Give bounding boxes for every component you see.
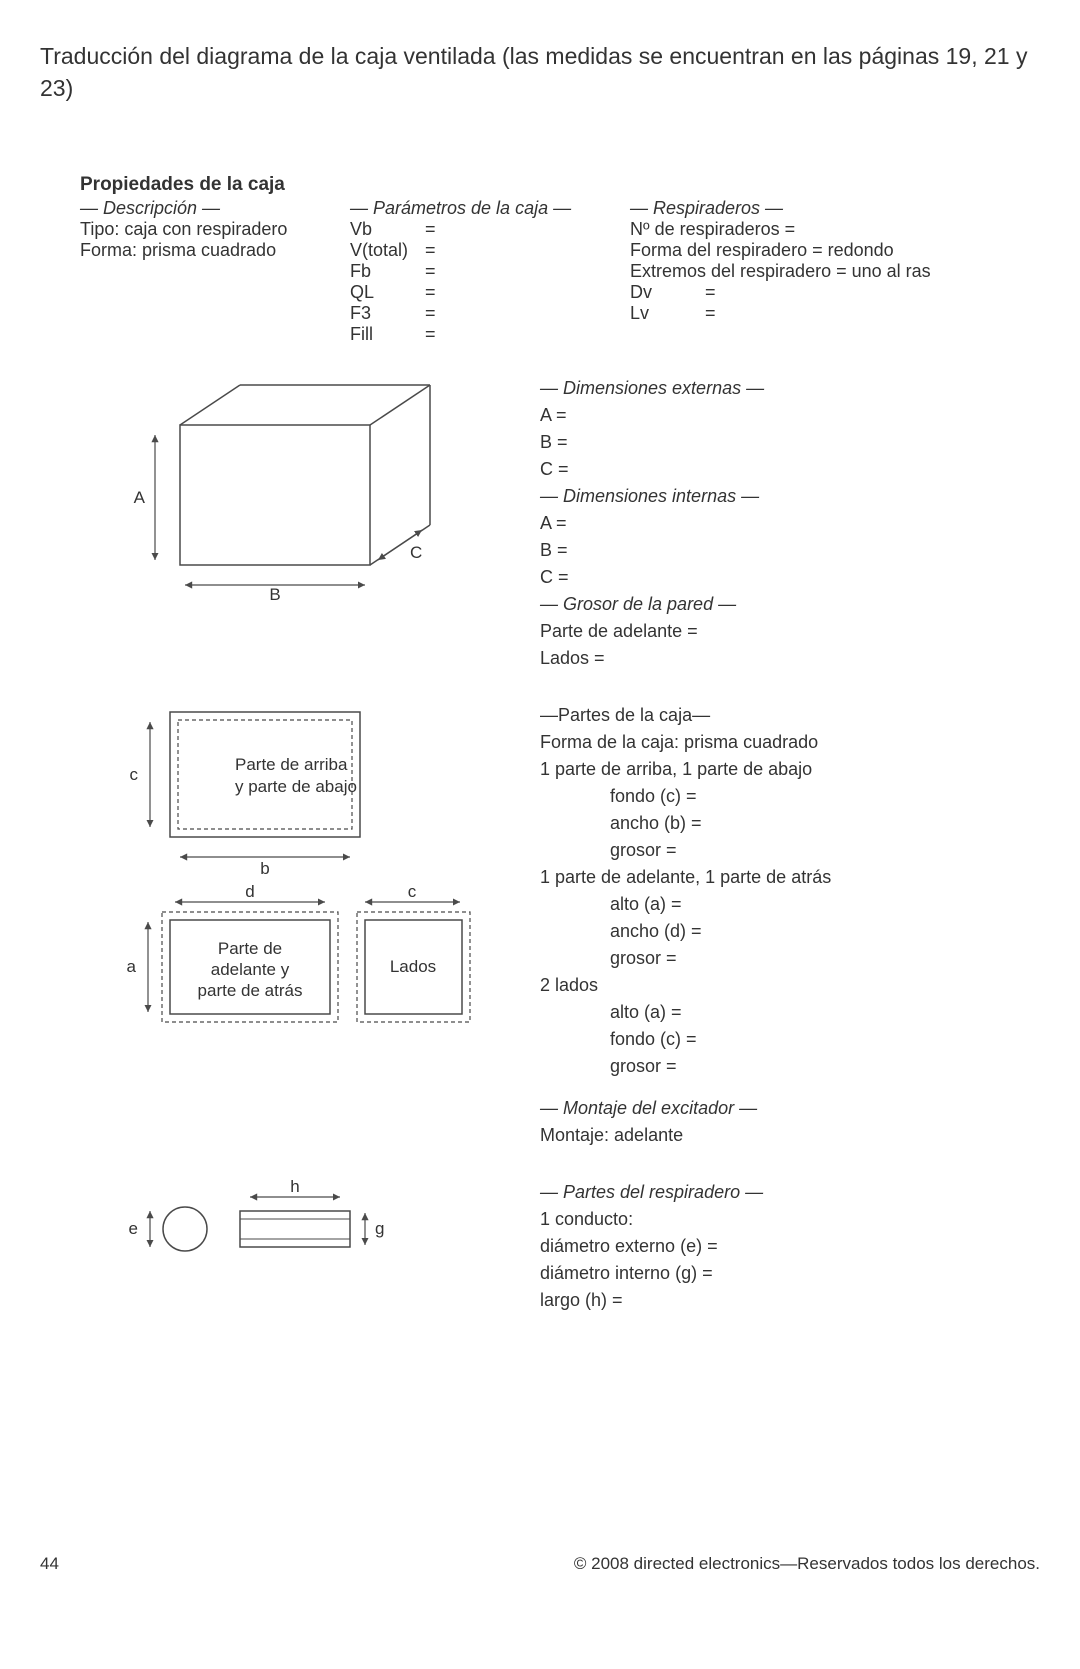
resp-lv: Lv xyxy=(630,303,705,324)
svg-text:parte de atrás: parte de atrás xyxy=(198,981,303,1000)
description-tipo: Tipo: caja con respiradero xyxy=(80,219,330,240)
resp-diam-int: diámetro interno (g) = xyxy=(540,1260,1040,1287)
resp-heading: — Partes del respiradero — xyxy=(540,1179,1040,1206)
param-fb: Fb xyxy=(350,261,425,282)
partes-grosor-2: grosor = xyxy=(540,945,1040,972)
properties-heading: Propiedades de la caja xyxy=(80,174,1040,196)
svg-text:Parte de arriba: Parte de arriba xyxy=(235,755,348,774)
vent-diagram: e h g xyxy=(80,1179,520,1314)
resp-conducto: 1 conducto: xyxy=(540,1206,1040,1233)
dim-ext-heading: — Dimensiones externas — xyxy=(540,375,1040,402)
svg-text:e: e xyxy=(129,1219,138,1238)
parts-section: Parte de arriba y parte de abajo c b d P… xyxy=(80,702,1040,1149)
montaje-heading: — Montaje del excitador — xyxy=(540,1095,1040,1122)
param-f3-eq: = xyxy=(425,303,436,324)
param-vtotal-eq: = xyxy=(425,240,436,261)
dim-int-c: C = xyxy=(540,564,1040,591)
description-column: — Descripción — Tipo: caja con respirade… xyxy=(80,198,330,345)
copyright: © 2008 directed electronics—Reservados t… xyxy=(574,1554,1040,1574)
vent-section: e h g — Partes del respiradero — 1 condu… xyxy=(80,1179,1040,1314)
dim-ext-c: C = xyxy=(540,456,1040,483)
montaje-text: Montaje: adelante xyxy=(540,1122,1040,1149)
grosor-heading: — Grosor de la pared — xyxy=(540,591,1040,618)
svg-text:Lados: Lados xyxy=(390,957,436,976)
parametros-heading: — Parámetros de la caja — xyxy=(350,198,610,219)
svg-text:y parte de abajo: y parte de abajo xyxy=(235,777,357,796)
parts-diagram: Parte de arriba y parte de abajo c b d P… xyxy=(80,702,520,1149)
partes-grosor-3: grosor = xyxy=(540,1053,1040,1080)
partes-arriba: 1 parte de arriba, 1 parte de abajo xyxy=(540,756,1040,783)
dim-ext-b: B = xyxy=(540,429,1040,456)
partes-adelante: 1 parte de adelante, 1 parte de atrás xyxy=(540,864,1040,891)
svg-text:c: c xyxy=(130,765,139,784)
partes-2lados: 2 lados xyxy=(540,972,1040,999)
cube-label-b: B xyxy=(269,585,280,604)
svg-text:adelante y: adelante y xyxy=(211,960,290,979)
respiraderos-heading: — Respiraderos — xyxy=(630,198,1040,219)
param-ql-eq: = xyxy=(425,282,436,303)
resp-dv-eq: = xyxy=(705,282,716,303)
cube-label-a: A xyxy=(134,488,146,507)
page-number: 44 xyxy=(40,1554,59,1574)
param-fill-eq: = xyxy=(425,324,436,345)
svg-text:d: d xyxy=(245,882,254,901)
resp-dv: Dv xyxy=(630,282,705,303)
partes-grosor-1: grosor = xyxy=(540,837,1040,864)
page-header: Traducción del diagrama de la caja venti… xyxy=(40,40,1040,104)
properties-columns: — Descripción — Tipo: caja con respirade… xyxy=(80,198,1040,345)
partes-alto-a2: alto (a) = xyxy=(540,999,1040,1026)
dim-int-heading: — Dimensiones internas — xyxy=(540,483,1040,510)
resp-lv-eq: = xyxy=(705,303,716,324)
description-forma: Forma: prisma cuadrado xyxy=(80,240,330,261)
svg-text:b: b xyxy=(260,859,269,878)
respiraderos-column: — Respiraderos — Nº de respiraderos = Fo… xyxy=(630,198,1040,345)
partes-ancho-d: ancho (d) = xyxy=(540,918,1040,945)
cube-section: A B C — Dimensiones externas — A = B = C… xyxy=(80,375,1040,672)
respiraderos-extremos: Extremos del respiradero = uno al ras xyxy=(630,261,1040,282)
partes-fondo-c: fondo (c) = xyxy=(540,783,1040,810)
dim-int-a: A = xyxy=(540,510,1040,537)
param-f3: F3 xyxy=(350,303,425,324)
dimensions-text: — Dimensiones externas — A = B = C = — D… xyxy=(520,375,1040,672)
param-vb-eq: = xyxy=(425,219,436,240)
respiraderos-forma: Forma del respiradero = redondo xyxy=(630,240,1040,261)
dim-int-b: B = xyxy=(540,537,1040,564)
svg-text:c: c xyxy=(408,882,417,901)
svg-text:h: h xyxy=(290,1179,299,1196)
parametros-column: — Parámetros de la caja — Vb= V(total)= … xyxy=(350,198,610,345)
partes-resp-text: — Partes del respiradero — 1 conducto: d… xyxy=(520,1179,1040,1314)
svg-text:g: g xyxy=(375,1219,384,1238)
partes-heading: —Partes de la caja— xyxy=(540,702,1040,729)
resp-largo: largo (h) = xyxy=(540,1287,1040,1314)
grosor-adelante: Parte de adelante = xyxy=(540,618,1040,645)
cube-diagram: A B C xyxy=(80,375,520,672)
partes-caja-text: —Partes de la caja— Forma de la caja: pr… xyxy=(520,702,1040,1149)
partes-fondo-c2: fondo (c) = xyxy=(540,1026,1040,1053)
description-heading: — Descripción — xyxy=(80,198,330,219)
svg-text:a: a xyxy=(127,957,137,976)
param-ql: QL xyxy=(350,282,425,303)
cube-label-c: C xyxy=(410,543,422,562)
resp-diam-ext: diámetro externo (e) = xyxy=(540,1233,1040,1260)
respiraderos-n: Nº de respiraderos = xyxy=(630,219,1040,240)
param-vtotal: V(total) xyxy=(350,240,425,261)
param-vb: Vb xyxy=(350,219,425,240)
grosor-lados: Lados = xyxy=(540,645,1040,672)
partes-alto-a: alto (a) = xyxy=(540,891,1040,918)
page-footer: 44 © 2008 directed electronics—Reservado… xyxy=(40,1554,1040,1574)
svg-text:Parte de: Parte de xyxy=(218,939,282,958)
param-fb-eq: = xyxy=(425,261,436,282)
dim-ext-a: A = xyxy=(540,402,1040,429)
param-fill: Fill xyxy=(350,324,425,345)
partes-forma: Forma de la caja: prisma cuadrado xyxy=(540,729,1040,756)
partes-ancho-b: ancho (b) = xyxy=(540,810,1040,837)
